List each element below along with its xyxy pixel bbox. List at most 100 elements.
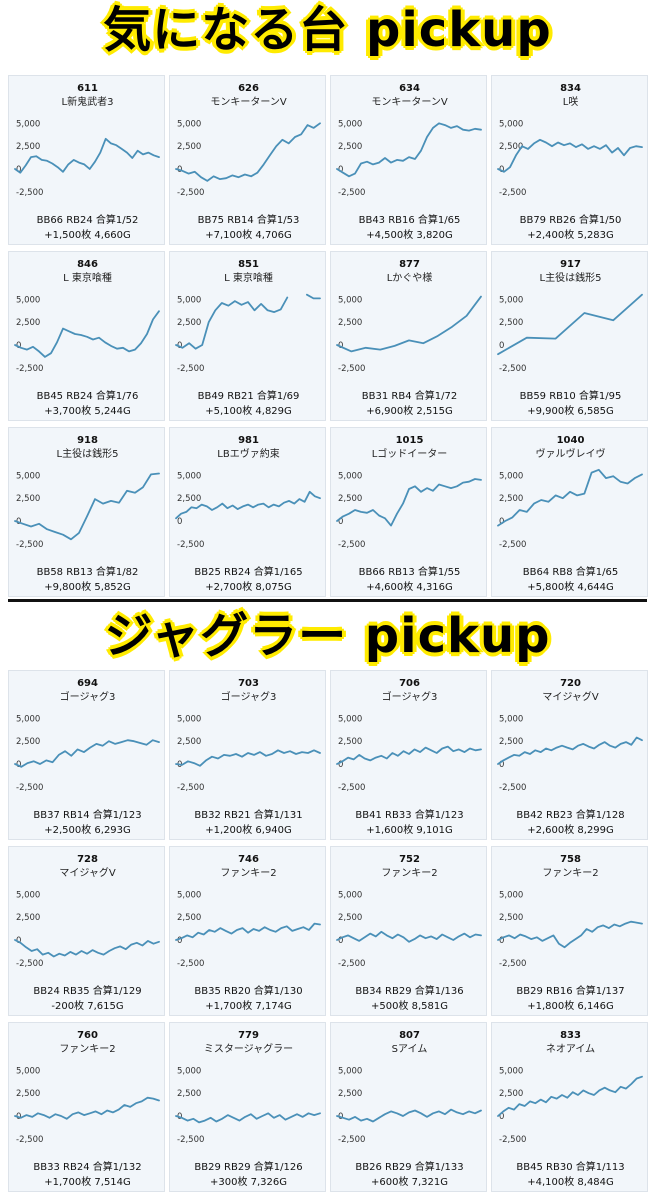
y-tick-label: 0 [177,517,182,527]
series-line [336,295,482,353]
y-tick-label: 5,000 [338,1066,362,1076]
machine-name: マイジャグV [542,690,598,703]
y-tick-label: 0 [177,936,182,946]
y-tick-label: -2,500 [16,783,43,793]
y-tick-label: 2,500 [16,318,40,328]
machine-number: 1015 [396,435,424,446]
series-line [497,293,643,356]
series-line [336,478,482,527]
chart-card-703: 703 ゴージャグ3 5,000 2,500 0 -2,500 BB32 RB21 合算1/… [169,670,326,840]
chart-card-752: 752 ファンキー2 5,000 2,500 0 -2,500 BB34 RB29 合算1/… [330,846,487,1016]
bonus-stats: BB25 RB24 合算1/165 [194,565,302,578]
bonus-stats: BB34 RB29 合算1/136 [355,984,463,997]
bonus-stats: BB59 RB10 合算1/95 [520,389,622,402]
bonus-stats: BB75 RB14 合算1/53 [198,213,300,226]
result-stats: +9,900枚 6,585G [527,404,614,417]
y-tick-label: -2,500 [499,540,526,550]
juggler-chart-grid: 694 ゴージャグ3 5,000 2,500 0 -2,500 BB37 RB14 合算1/… [8,670,648,1192]
bonus-stats: BB49 RB21 合算1/69 [198,389,300,402]
y-tick-label: 2,500 [338,494,362,504]
y-tick-label: -2,500 [177,540,204,550]
machine-name: L新鬼武者3 [62,95,114,108]
bonus-stats: BB42 RB23 合算1/128 [516,808,624,821]
chart-card-833: 833 ネオアイム 5,000 2,500 0 -2,500 BB45 RB30 合算1/1… [491,1022,648,1192]
chart-card-877: 877 Lかぐや様 5,000 2,500 0 -2,500 BB31 RB4 合算1/72… [330,251,487,421]
result-stats: +1,700枚 7,514G [44,1175,131,1188]
y-tick-label: 0 [338,936,343,946]
bonus-stats: BB45 RB30 合算1/113 [516,1160,624,1173]
result-stats: +5,800枚 4,644G [527,580,614,593]
series-line [497,468,643,527]
bonus-stats: BB31 RB4 合算1/72 [362,389,457,402]
result-stats: +9,800枚 5,852G [44,580,131,593]
y-tick-label: 2,500 [177,318,201,328]
y-tick-label: 2,500 [177,494,201,504]
series-line [336,1108,482,1123]
y-tick-label: 2,500 [499,494,523,504]
machine-name: モンキーターンV [210,96,286,108]
y-tick-label: -2,500 [338,1135,365,1145]
y-tick-label: 2,500 [16,1089,40,1099]
machine-name: Sアイム [392,1043,428,1055]
series-line [175,922,321,941]
y-tick-label: -2,500 [16,959,43,969]
chart-card-746: 746 ファンキー2 5,000 2,500 0 -2,500 BB35 RB20 合算1/… [169,846,326,1016]
y-tick-label: -2,500 [177,364,204,374]
result-stats: +1,800枚 6,146G [527,999,614,1012]
y-tick-label: 5,000 [499,295,523,305]
y-tick-label: -2,500 [338,959,365,969]
pickup-chart-grid: 611 L新鬼武者3 5,000 2,500 0 -2,500 BB66 RB24 合算1/… [8,75,648,597]
machine-name: L主役は銭形5 [540,271,602,284]
y-tick-label: 2,500 [177,1089,201,1099]
y-tick-label: 5,000 [16,119,40,129]
y-tick-label: 0 [499,936,504,946]
result-stats: +600枚 7,321G [371,1175,448,1188]
machine-name: ミスタージャグラー [204,1042,293,1055]
bonus-stats: BB37 RB14 合算1/123 [33,808,141,821]
chart-card-918: 918 L主役は銭形5 5,000 2,500 0 -2,500 BB58 RB13 合算1… [8,427,165,597]
chart-card-758: 758 ファンキー2 5,000 2,500 0 -2,500 BB29 RB16 合算1/… [491,846,648,1016]
y-tick-label: 2,500 [499,1089,523,1099]
machine-name: ファンキー2 [220,868,276,879]
y-tick-label: 5,000 [338,714,362,724]
result-stats: -200枚 7,615G [51,999,123,1012]
section-divider [8,599,647,602]
y-tick-label: -2,500 [177,1135,204,1145]
bonus-stats: BB64 RB8 合算1/65 [523,565,618,578]
y-tick-label: 2,500 [338,1089,362,1099]
result-stats: +1,200枚 6,940G [205,823,292,836]
y-tick-label: 5,000 [177,471,201,481]
y-tick-label: -2,500 [177,959,204,969]
result-stats: +4,500枚 3,820G [366,228,453,241]
machine-name: ゴージャグ3 [382,690,438,703]
section-title-pickup: 気になる台 pickup [103,2,552,58]
machine-name: マイジャグV [59,866,115,879]
y-tick-label: 2,500 [338,318,362,328]
y-tick-label: 0 [338,165,343,175]
y-tick-label: 5,000 [338,295,362,305]
bonus-stats: BB66 RB24 合算1/52 [37,213,139,226]
machine-number: 706 [399,678,420,689]
series-line [14,310,160,358]
bonus-stats: BB45 RB24 合算1/76 [37,389,139,402]
chart-card-851: 851 L 東京喰種 5,000 2,500 0 -2,500 BB49 RB21 合算1/… [169,251,326,421]
machine-number: 918 [77,435,98,446]
machine-number: 833 [560,1030,581,1041]
y-tick-label: 5,000 [499,714,523,724]
y-tick-label: -2,500 [499,188,526,198]
y-tick-label: 2,500 [499,737,523,747]
y-tick-label: -2,500 [16,188,43,198]
y-tick-label: 5,000 [338,471,362,481]
series-line [175,122,321,182]
series-line [14,137,160,174]
y-tick-label: 2,500 [499,142,523,152]
